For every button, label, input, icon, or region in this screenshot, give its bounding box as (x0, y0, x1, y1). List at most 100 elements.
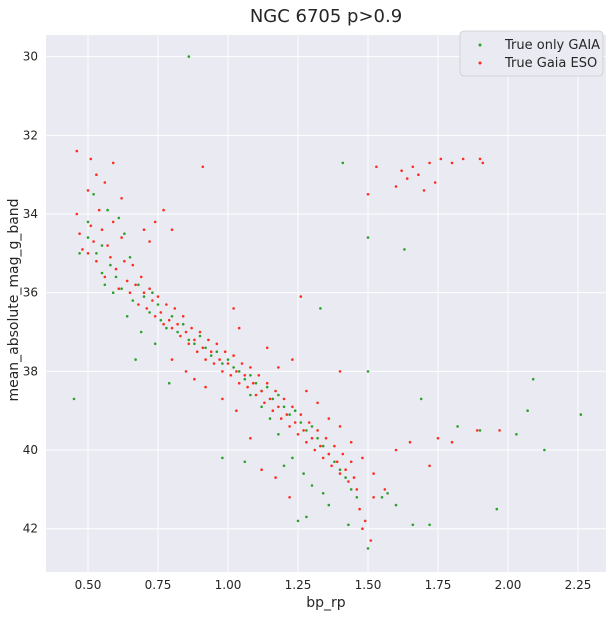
data-point (123, 232, 126, 235)
data-point (97, 208, 101, 212)
data-point (456, 425, 459, 428)
y-tick-label: 42 (23, 522, 38, 536)
data-point (277, 366, 280, 369)
data-point (170, 358, 174, 361)
data-point (268, 397, 272, 401)
data-point (411, 523, 415, 527)
data-point (277, 405, 280, 409)
data-point (293, 421, 297, 424)
data-point (235, 409, 238, 413)
data-point (111, 291, 115, 295)
data-point (125, 315, 129, 318)
data-point (349, 440, 353, 444)
data-point (167, 318, 171, 322)
data-point (86, 236, 90, 239)
data-point (156, 303, 160, 306)
data-point (333, 444, 336, 448)
data-point (478, 429, 482, 432)
data-point (305, 389, 308, 393)
data-point (232, 307, 235, 310)
data-point (481, 161, 485, 165)
data-point (120, 197, 123, 200)
data-point (330, 464, 333, 468)
legend-box (459, 30, 604, 77)
data-point (134, 358, 137, 361)
x-axis-label: bp_rp (306, 595, 346, 611)
y-tick-label: 34 (23, 207, 38, 221)
data-point (419, 397, 423, 401)
data-point (265, 346, 269, 350)
legend: True only GAIA True Gaia ESO (459, 30, 604, 77)
data-point (114, 275, 118, 279)
data-point (282, 405, 286, 409)
data-point (316, 436, 319, 440)
data-point (254, 381, 258, 385)
data-point (162, 322, 165, 326)
data-point (100, 271, 104, 275)
data-point (302, 429, 305, 432)
data-point (190, 326, 193, 330)
data-point (433, 181, 437, 184)
data-point (181, 315, 185, 318)
data-point (321, 456, 325, 460)
data-point (310, 484, 314, 487)
data-point (405, 177, 409, 180)
data-point (109, 263, 112, 267)
data-point (288, 413, 291, 416)
data-point (305, 515, 308, 519)
data-point (229, 374, 233, 377)
data-point (221, 362, 224, 365)
data-point (114, 267, 118, 271)
data-point (78, 252, 81, 255)
data-point (428, 464, 431, 468)
data-point (531, 377, 535, 381)
data-point (411, 165, 415, 169)
x-tick-labels: 0.50 0.75 1.00 1.25 1.50 1.75 2.00 2.25 (75, 578, 592, 592)
chart-title: NGC 6705 p>0.9 (250, 6, 402, 27)
data-point (475, 429, 479, 432)
data-point (333, 460, 336, 464)
data-point (193, 338, 196, 342)
data-point (436, 436, 440, 440)
data-point (249, 436, 252, 440)
data-point (92, 193, 95, 196)
data-point (78, 232, 81, 235)
data-point (103, 275, 107, 279)
data-point (176, 322, 179, 326)
data-point (128, 255, 132, 259)
data-point (349, 488, 353, 491)
data-point (296, 433, 300, 436)
y-tick-labels: 30 32 34 36 38 40 42 (23, 50, 38, 536)
data-point (148, 240, 151, 243)
data-point (271, 397, 275, 401)
data-point (123, 259, 126, 263)
x-tick-label: 1.75 (425, 578, 452, 592)
data-point (355, 488, 359, 491)
plot-area (46, 35, 606, 572)
data-point (159, 311, 163, 314)
data-point (201, 346, 205, 350)
data-point (305, 440, 308, 444)
data-point (184, 370, 188, 373)
data-point (165, 326, 168, 330)
data-point (293, 409, 297, 413)
data-point (268, 417, 272, 420)
data-point (265, 385, 269, 389)
data-point (120, 287, 123, 291)
data-point (296, 519, 300, 523)
data-point (495, 507, 499, 511)
data-point (288, 425, 291, 428)
data-point (260, 389, 263, 393)
data-point (223, 350, 227, 354)
data-point (291, 358, 294, 361)
data-point (198, 334, 202, 338)
data-point (237, 370, 241, 373)
data-point (310, 436, 314, 440)
data-point (165, 303, 168, 306)
data-point (358, 507, 361, 511)
data-point (92, 240, 95, 243)
data-point (204, 346, 207, 350)
data-point (142, 228, 146, 231)
data-point (249, 366, 252, 369)
